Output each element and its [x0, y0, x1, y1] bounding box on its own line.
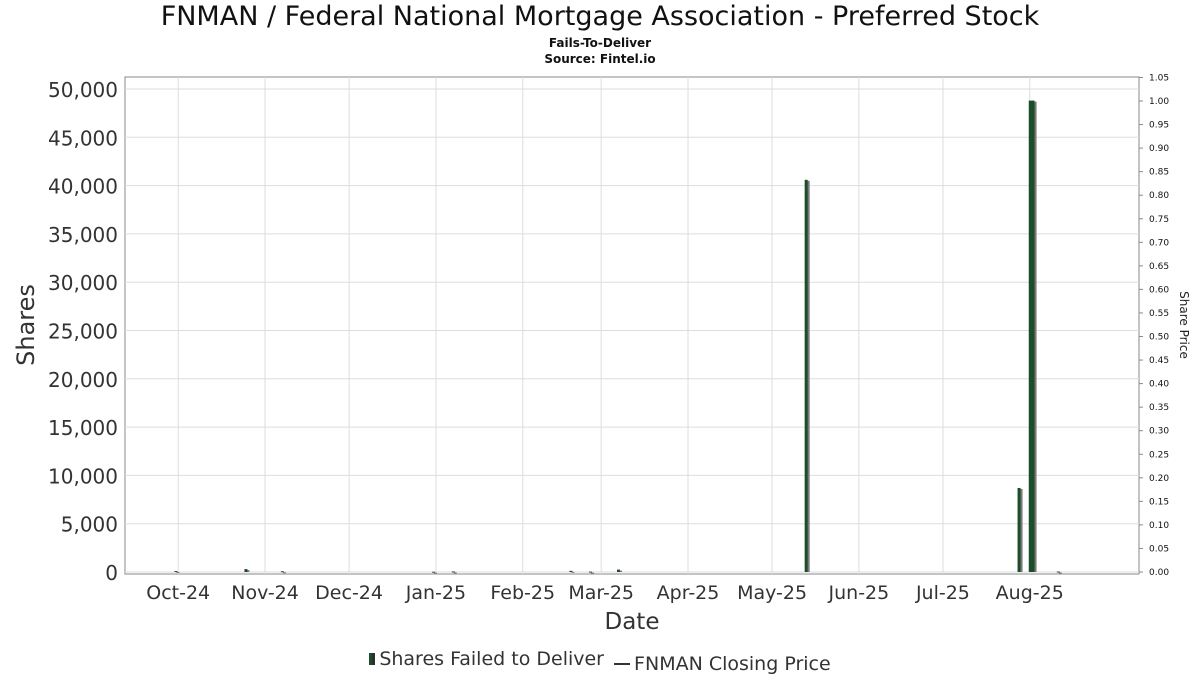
y-tick-label: 10,000 — [48, 464, 118, 488]
y2-tick-label: 0.75 — [1149, 215, 1169, 225]
x-tick-label: Jun-25 — [828, 582, 890, 604]
y2-tick-label: 0.40 — [1149, 380, 1169, 390]
ftd-bar[interactable] — [569, 570, 573, 572]
y2-tick-label: 0.70 — [1149, 238, 1169, 248]
y2-tick-label: 0.80 — [1149, 191, 1169, 201]
bar-shadow — [1058, 572, 1062, 574]
ftd-bar[interactable] — [1028, 100, 1032, 572]
y-tick-label: 25,000 — [48, 320, 118, 344]
y2-tick-label: 0.60 — [1149, 285, 1169, 295]
bar-shadow — [453, 572, 457, 574]
y2-tick-label: 0.55 — [1149, 309, 1169, 319]
y2-tick-label: 0.90 — [1149, 144, 1169, 154]
chart-subtitle: Fails-To-Deliver — [548, 36, 652, 50]
y2-tick-label: 1.05 — [1149, 73, 1169, 83]
legend: Shares Failed to Deliver FNMAN Closing P… — [0, 648, 1200, 675]
bar-shadow — [590, 572, 594, 574]
legend-item-bars[interactable]: Shares Failed to Deliver — [369, 648, 604, 670]
ftd-bar[interactable] — [451, 571, 455, 573]
bar-swatch-icon — [369, 653, 376, 665]
ftd-bar[interactable] — [174, 571, 178, 573]
bar-shadow — [1019, 488, 1023, 572]
chart-source: Source: Fintel.io — [544, 52, 656, 66]
x-axis-label: Date — [605, 609, 660, 635]
ftd-bar[interactable] — [1031, 100, 1035, 572]
y2-tick-label: 1.00 — [1149, 97, 1169, 107]
bar-shadow — [176, 572, 180, 574]
y2-tick-label: 0.65 — [1149, 262, 1169, 272]
ftd-bar[interactable] — [280, 571, 284, 573]
y-tick-label: 45,000 — [48, 126, 118, 150]
y-tick-label: 20,000 — [48, 368, 118, 392]
grid-lines — [125, 77, 1139, 574]
x-tick-label: Mar-25 — [568, 582, 634, 604]
bar-shadow — [1033, 101, 1037, 572]
ftd-bar[interactable] — [616, 569, 620, 572]
legend-item-line[interactable]: FNMAN Closing Price — [610, 653, 831, 675]
y2-tick-label: 0.95 — [1149, 121, 1169, 131]
y-axis-label: Shares — [12, 284, 40, 366]
y2-tick-label: 0.45 — [1149, 356, 1169, 366]
x-axis: Oct-24 Nov-24 Dec-24 Jan-25 Feb-25 Mar-25 Apr-… — [146, 582, 1064, 604]
y2-tick-label: 0.35 — [1149, 403, 1169, 413]
y2-tick-label: 0.10 — [1149, 521, 1169, 531]
bar-shadow — [806, 180, 810, 572]
x-tick-label: Jan-25 — [405, 582, 466, 604]
bars — [174, 100, 1062, 574]
y-tick-label: 15,000 — [48, 416, 118, 440]
y2-axis-label: Share Price — [1177, 291, 1191, 359]
ftd-bar[interactable] — [804, 179, 808, 572]
y2-tick-label: 0.50 — [1149, 333, 1169, 343]
y2-tick-label: 0.05 — [1149, 544, 1169, 554]
x-tick-label: Jul-25 — [915, 582, 970, 604]
legend-label-bars: Shares Failed to Deliver — [379, 648, 604, 670]
x-tick-label: Oct-24 — [146, 582, 210, 604]
x-tick-label: Feb-25 — [490, 582, 555, 604]
y2-tick-label: 0.30 — [1149, 427, 1169, 437]
bar-shadow — [434, 572, 438, 574]
ftd-bar[interactable] — [244, 569, 248, 572]
x-tick-label: Aug-25 — [996, 582, 1064, 604]
bar-shadow — [618, 570, 622, 572]
y2-tick-label: 0.85 — [1149, 168, 1169, 178]
ftd-bar[interactable] — [432, 571, 436, 573]
ftd-bar[interactable] — [588, 571, 592, 573]
bar-shadow — [246, 570, 250, 572]
y-axis-right: 0.00 0.05 0.10 0.15 0.20 0.25 0.30 0.35 0.40 0.45… — [1139, 73, 1169, 578]
ftd-bar[interactable] — [1017, 487, 1021, 572]
y-tick-label: 30,000 — [48, 271, 118, 295]
legend-label-line: FNMAN Closing Price — [634, 653, 831, 675]
y-tick-label: 35,000 — [48, 223, 118, 247]
x-tick-label: May-25 — [737, 582, 807, 604]
plot-background — [124, 76, 1140, 575]
y2-tick-label: 0.00 — [1149, 568, 1169, 578]
x-tick-label: Apr-25 — [657, 582, 720, 604]
y-tick-label: 0 — [105, 561, 118, 585]
y2-tick-label: 0.25 — [1149, 450, 1169, 460]
x-tick-label: Nov-24 — [231, 582, 299, 604]
chart-title: FNMAN / Federal National Mortgage Associ… — [160, 1, 1040, 32]
line-swatch-icon — [614, 663, 631, 665]
y2-tick-label: 0.15 — [1149, 497, 1169, 507]
ftd-bar[interactable] — [1056, 571, 1060, 573]
y2-tick-label: 0.20 — [1149, 474, 1169, 484]
y-tick-label: 40,000 — [48, 175, 118, 199]
y-tick-label: 50,000 — [48, 78, 118, 102]
bar-shadow — [571, 571, 575, 573]
y-tick-label: 5,000 — [61, 513, 118, 537]
x-tick-label: Dec-24 — [315, 582, 383, 604]
y-axis-left: 0 5,000 10,000 15,000 20,000 25,000 30,000 35,0… — [48, 78, 118, 585]
bar-shadow — [282, 572, 286, 574]
